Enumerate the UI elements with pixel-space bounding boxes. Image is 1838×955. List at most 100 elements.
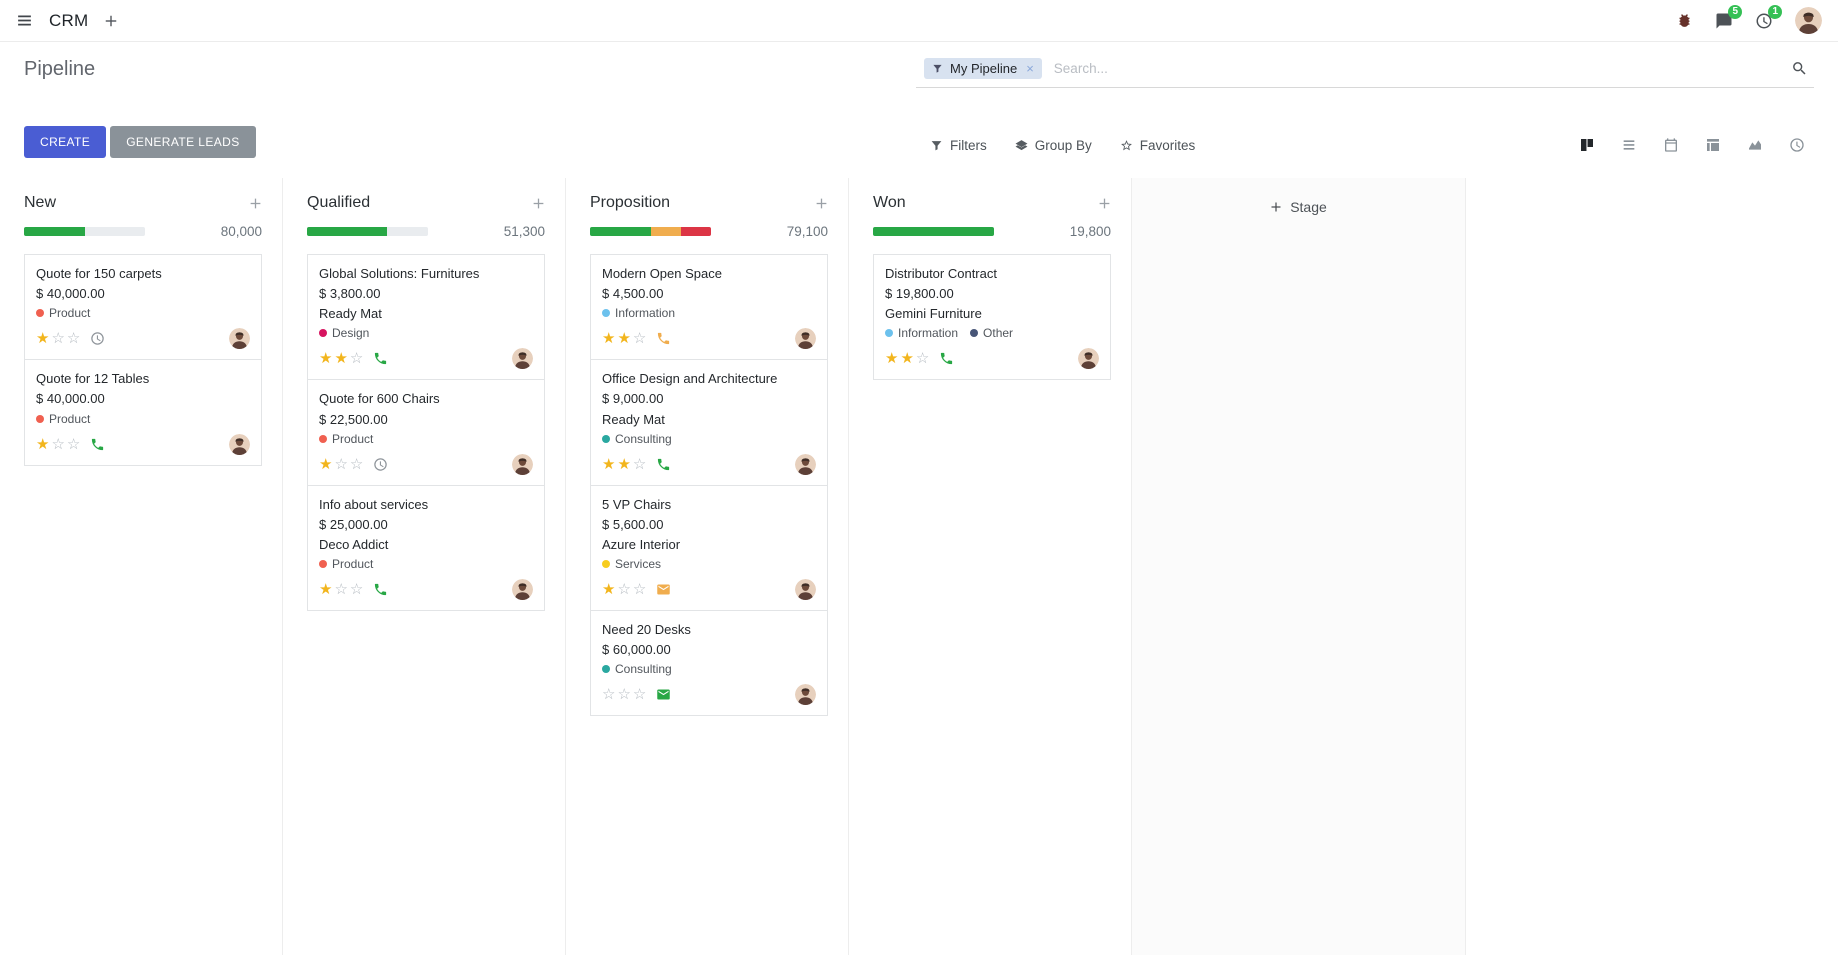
- add-icon[interactable]: [104, 14, 118, 28]
- mail-activity-icon[interactable]: [656, 582, 671, 597]
- quick-create-plus-icon[interactable]: [1098, 197, 1111, 210]
- kanban-card[interactable]: Global Solutions: Furnitures $ 3,800.00 …: [307, 254, 545, 381]
- phone-activity-icon[interactable]: [373, 351, 388, 366]
- avatar[interactable]: [229, 328, 250, 350]
- star-filled-icon[interactable]: ★: [319, 581, 333, 599]
- kanban-card[interactable]: Office Design and Architecture $ 9,000.0…: [590, 359, 828, 486]
- phone-activity-icon[interactable]: [656, 331, 671, 346]
- star-empty-icon[interactable]: ☆: [51, 330, 65, 348]
- generate-leads-button[interactable]: GENERATE LEADS: [110, 126, 256, 158]
- filters-button[interactable]: Filters: [930, 138, 987, 153]
- view-switch-activity-icon[interactable]: [1780, 130, 1814, 160]
- quick-create-plus-icon[interactable]: [815, 197, 828, 210]
- view-switch-kanban-icon[interactable]: [1570, 130, 1604, 160]
- avatar[interactable]: [795, 684, 816, 706]
- star-filled-icon[interactable]: ★: [900, 350, 914, 368]
- star-filled-icon[interactable]: ★: [617, 330, 631, 348]
- view-switch-calendar-icon[interactable]: [1654, 130, 1688, 160]
- star-empty-icon[interactable]: ☆: [632, 330, 647, 348]
- kanban-card[interactable]: Info about services $ 25,000.00 Deco Add…: [307, 484, 545, 612]
- avatar[interactable]: [795, 453, 816, 475]
- column-title[interactable]: Qualified: [307, 194, 371, 211]
- kanban-card[interactable]: Quote for 150 carpets $ 40,000.00 Produc…: [24, 254, 262, 361]
- view-switch-list-icon[interactable]: [1612, 130, 1646, 160]
- quick-create-plus-icon[interactable]: [532, 197, 545, 210]
- star-empty-icon[interactable]: ☆: [602, 686, 616, 704]
- progress-segment[interactable]: [650, 227, 681, 236]
- star-empty-icon[interactable]: ☆: [617, 581, 631, 599]
- kanban-card[interactable]: Distributor Contract $ 19,800.00 Gemini …: [873, 254, 1111, 381]
- star-filled-icon[interactable]: ★: [602, 581, 616, 599]
- remove-facet-icon[interactable]: ×: [1026, 61, 1034, 76]
- avatar[interactable]: [1078, 348, 1099, 370]
- star-filled-icon[interactable]: ★: [319, 350, 333, 368]
- add-stage-button[interactable]: Stage: [1270, 196, 1327, 218]
- star-filled-icon[interactable]: ★: [602, 330, 616, 348]
- clock-activity-icon[interactable]: [373, 457, 388, 472]
- star-filled-icon[interactable]: ★: [36, 435, 50, 453]
- activities-button[interactable]: 1: [1755, 4, 1782, 30]
- star-filled-icon[interactable]: ★: [885, 350, 899, 368]
- create-button[interactable]: CREATE: [24, 126, 107, 158]
- avatar[interactable]: [229, 433, 250, 455]
- avatar[interactable]: [512, 579, 533, 601]
- star-empty-icon[interactable]: ☆: [334, 455, 348, 473]
- star-filled-icon[interactable]: ★: [334, 350, 348, 368]
- search-input[interactable]: [1051, 60, 1781, 77]
- avatar[interactable]: [795, 579, 816, 601]
- messages-button[interactable]: 5: [1715, 4, 1742, 30]
- column-progressbar[interactable]: [307, 227, 428, 236]
- debug-button[interactable]: [1676, 12, 1693, 29]
- progress-segment[interactable]: [307, 227, 387, 236]
- star-empty-icon[interactable]: ☆: [334, 581, 348, 599]
- phone-activity-icon[interactable]: [90, 437, 105, 452]
- clock-activity-icon[interactable]: [90, 331, 105, 346]
- column-title[interactable]: Proposition: [590, 194, 671, 211]
- avatar[interactable]: [512, 453, 533, 475]
- progress-segment[interactable]: [24, 227, 85, 236]
- favorites-button[interactable]: Favorites: [1120, 138, 1195, 153]
- progress-segment[interactable]: [590, 227, 651, 236]
- progress-segment[interactable]: [680, 227, 711, 236]
- progress-segment[interactable]: [873, 227, 994, 236]
- view-switch-pivot-icon[interactable]: [1696, 130, 1730, 160]
- column-progressbar[interactable]: [873, 227, 994, 236]
- view-switch-graph-icon[interactable]: [1738, 130, 1772, 160]
- apps-menu-icon[interactable]: [16, 12, 33, 29]
- phone-activity-icon[interactable]: [939, 351, 954, 366]
- star-filled-icon[interactable]: ★: [602, 455, 616, 473]
- phone-activity-icon[interactable]: [373, 582, 388, 597]
- kanban-card[interactable]: 5 VP Chairs $ 5,600.00 Azure Interior Se…: [590, 484, 828, 612]
- star-empty-icon[interactable]: ☆: [349, 581, 364, 599]
- star-empty-icon[interactable]: ☆: [617, 686, 631, 704]
- phone-activity-icon[interactable]: [656, 457, 671, 472]
- star-filled-icon[interactable]: ★: [319, 455, 333, 473]
- mail-activity-icon[interactable]: [656, 687, 671, 702]
- column-title[interactable]: Won: [873, 194, 906, 211]
- search-icon[interactable]: [1791, 60, 1808, 77]
- star-empty-icon[interactable]: ☆: [632, 455, 647, 473]
- star-empty-icon[interactable]: ☆: [349, 350, 364, 368]
- kanban-card[interactable]: Quote for 12 Tables $ 40,000.00 Product …: [24, 359, 262, 466]
- column-title[interactable]: New: [24, 194, 57, 211]
- star-empty-icon[interactable]: ☆: [632, 581, 647, 599]
- kanban-card[interactable]: Need 20 Desks $ 60,000.00 Consulting ☆ ☆ ☆: [590, 610, 828, 717]
- star-empty-icon[interactable]: ☆: [915, 350, 930, 368]
- search-facet[interactable]: My Pipeline ×: [924, 58, 1042, 79]
- quick-create-plus-icon[interactable]: [249, 197, 262, 210]
- column-progressbar[interactable]: [24, 227, 145, 236]
- app-name[interactable]: CRM: [49, 10, 89, 30]
- column-progressbar[interactable]: [590, 227, 711, 236]
- star-empty-icon[interactable]: ☆: [349, 455, 364, 473]
- star-filled-icon[interactable]: ★: [36, 330, 50, 348]
- star-empty-icon[interactable]: ☆: [66, 330, 81, 348]
- avatar[interactable]: [512, 348, 533, 370]
- star-empty-icon[interactable]: ☆: [632, 686, 647, 704]
- star-filled-icon[interactable]: ★: [617, 455, 631, 473]
- star-empty-icon[interactable]: ☆: [66, 435, 81, 453]
- avatar[interactable]: [795, 328, 816, 350]
- group-by-button[interactable]: Group By: [1015, 138, 1092, 153]
- kanban-card[interactable]: Quote for 600 Chairs $ 22,500.00 Product…: [307, 379, 545, 486]
- kanban-card[interactable]: Modern Open Space $ 4,500.00 Information…: [590, 254, 828, 361]
- star-empty-icon[interactable]: ☆: [51, 435, 65, 453]
